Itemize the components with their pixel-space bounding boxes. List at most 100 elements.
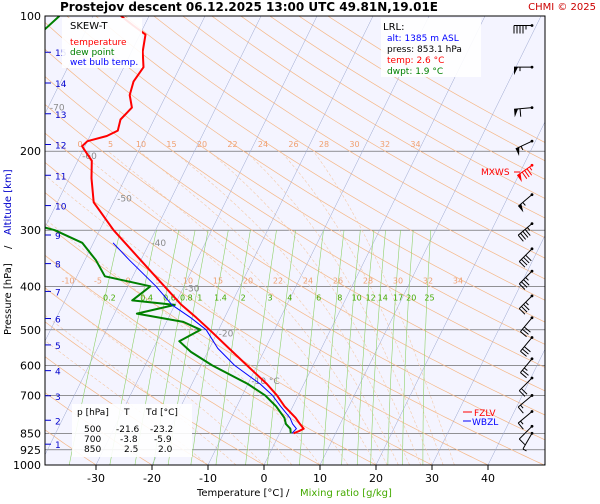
wind-barb-half [529,166,533,171]
mixing-ratio-label: 0.8 [180,293,193,302]
wind-barb-dot [530,163,534,167]
wind-barb [517,394,534,414]
mixing-ratio-label: 4 [287,293,292,302]
x-tick-label: 0 [261,472,268,485]
wind-barb-half [520,404,524,409]
wind-barb-full [518,283,526,290]
dry-adiabat-line [182,16,545,239]
isotherm-line [375,121,545,465]
altitude-tick-label: 12 [55,142,66,152]
x-tick-label: 30 [425,472,439,485]
y-tick-label: 400 [20,280,41,293]
y-tick-label: 1000 [13,459,41,472]
table-cell: -23.2 [150,425,173,435]
wind-barb-half [522,202,526,206]
wind-barb-half [523,367,528,371]
altitude-tick-label: 9 [55,232,61,242]
plot-frame [44,15,546,466]
lrl-altitude: alt: 1385 m ASL [387,34,459,44]
profile-lines [45,16,305,435]
dry-adiabat-label: 15 [166,140,176,149]
mixing-ratio-line [387,230,401,465]
altitude-tick-label: 5 [55,342,61,352]
y-tick-label: 500 [20,324,41,337]
mixing-ratio-label: 6 [316,293,321,302]
mixing-ratio-label: 20 [406,293,416,302]
wind-barb [516,163,534,183]
moist-adiabat-label: 32 [423,276,433,285]
moist-adiabat-line [107,150,388,465]
background-lines: 0.2 0.4 0.6 0.8 1 1.4 2 3 4 6 8 10 12 14 17 20 250 5 10 15 2… [18,16,545,465]
mixing-ratio-label: 25 [424,293,434,302]
mixing-ratio-label: 1 [197,293,202,302]
mixing-ratio-line [422,230,432,465]
moist-adiabat-line [208,150,422,465]
isotherm-line [263,16,486,465]
wind-barb [518,269,534,290]
dry-adiabat-label: 28 [319,140,329,149]
isotherm-label: -80 °C [18,56,46,66]
wind-barb-full [526,168,533,176]
wind-barb-dot [530,394,534,397]
wind-barb [520,316,534,338]
altitude-tick-label: 10 [55,203,67,213]
x-tick-label: 40 [481,472,495,485]
isotherm-line [45,16,262,456]
wind-barb-full [525,254,532,262]
altitude-tick-label: 14 [55,80,67,90]
wind-barb-full [523,326,531,333]
moist-adiabat-line [45,314,237,465]
moist-adiabat-line [173,150,410,465]
mixing-ratio-line [322,230,345,465]
altitude-tick-label: 11 [55,172,66,182]
wind-barb [514,65,534,76]
dry-adiabat-line [45,48,545,368]
wind-barb [520,336,534,357]
wind-barb-dot [530,357,534,361]
moist-adiabat-line [45,255,293,465]
moist-adiabat-line [45,174,349,465]
dry-adiabat-label: 5 [108,140,113,149]
isotherm-line [543,462,545,465]
isotherm-line [45,16,150,228]
wind-barb-full [520,350,527,357]
lrl-info: LRL: alt: 1385 m ASL press: 853.1 hPa te… [381,18,481,77]
wind-barb-staff [522,433,533,450]
wind-barb-full [518,261,526,268]
wind-barb-staff [514,107,533,110]
dry-adiabat-line [211,16,545,219]
dry-adiabat-label: 32 [380,140,390,149]
y-axis-label-separator: / [3,245,14,249]
mxws-marker-label: MXWS [481,168,510,178]
y-tick-label: 700 [20,389,41,402]
y-tick-label: 600 [20,359,41,372]
isotherm-line [95,16,318,465]
wind-barb-dot [530,247,534,251]
x-tick-label: -10 [199,472,217,485]
x-axis-label: Temperature [°C] [196,488,283,499]
table-header-p: p [hPa] [77,408,109,418]
y-axis-label-secondary: Altitude [km] [3,169,14,235]
table-header-td: Td [°C] [145,408,178,418]
wind-barb-full [524,170,530,178]
mixing-ratio-label: 2 [241,293,246,302]
moist-adiabat-line [139,150,399,465]
altitude-tick-label: 4 [55,368,61,378]
mixing-ratio-line [370,230,386,465]
y-axis-label: Pressure [hPa] [3,263,14,335]
table-cell: -5.9 [154,435,172,445]
wind-barb-dot [530,336,534,339]
summary-table-box [72,404,192,457]
wind-barb-dot [530,65,534,69]
legend-box [62,18,142,68]
wind-barb-full [521,171,528,179]
moist-adiabat-line [78,150,377,465]
lrl-pressure: press: 853.1 hPa [387,45,462,55]
isotherm-label: -20 [219,330,234,340]
table-cell: 850 [84,445,101,455]
wind-barb [518,294,534,315]
series-line-dew-point [45,16,292,434]
isotherm-line [431,234,545,465]
wind-barbs [513,24,534,452]
